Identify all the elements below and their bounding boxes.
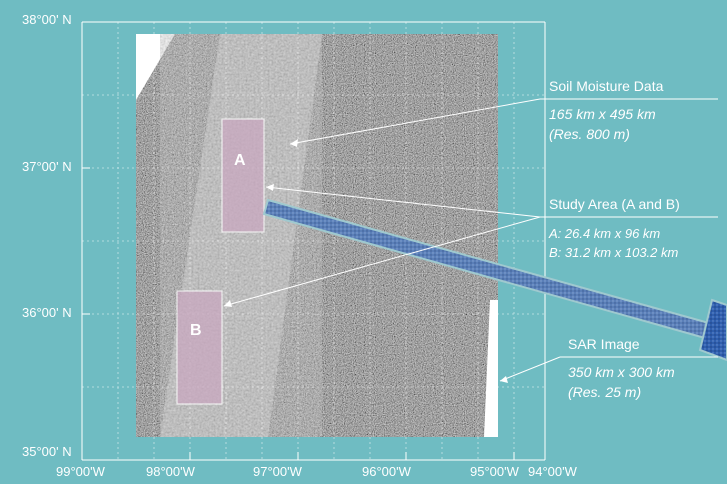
lat-label-35: 35°00' N (22, 444, 72, 459)
study-area-a-size: A: 26.4 km x 96 km (549, 226, 661, 241)
lat-label-36: 36°00' N (22, 305, 72, 320)
lon-label-99: 99°00'W (56, 464, 105, 479)
study-area-a-label: A (234, 152, 246, 169)
lat-label-38: 38°00' N (22, 12, 72, 27)
lon-label-98: 98°00'W (146, 464, 195, 479)
sar-image-title: SAR Image (568, 336, 640, 352)
study-area-b-label: B (190, 322, 202, 339)
leader-lines (223, 98, 718, 382)
soil-moisture-title: Soil Moisture Data (549, 78, 664, 94)
sar-extent-arrow (262, 198, 727, 362)
sar-image-size: 350 km x 300 km (568, 364, 675, 380)
tick-marks (81, 21, 515, 461)
lon-label-97: 97°00'W (253, 464, 302, 479)
study-area-a (221, 118, 265, 233)
soil-moisture-size: 165 km x 495 km (549, 106, 656, 122)
study-area-b (176, 290, 223, 405)
soil-moisture-resolution: (Res. 800 m) (549, 126, 630, 142)
lon-label-95: 95°00'W (470, 464, 519, 479)
leader-arrowheads (224, 139, 508, 383)
study-area-title: Study Area (A and B) (549, 196, 680, 212)
no-data-corner (136, 34, 175, 100)
study-area-b-size: B: 31.2 km x 103.2 km (549, 245, 679, 260)
lat-label-37: 37°00' N (22, 159, 72, 174)
no-data-corner (484, 300, 498, 437)
sar-image-resolution: (Res. 25 m) (568, 384, 642, 400)
lon-label-94: 94°00'W (528, 464, 577, 479)
grid-lines (82, 22, 545, 460)
lon-label-96: 96°00'W (362, 464, 411, 479)
